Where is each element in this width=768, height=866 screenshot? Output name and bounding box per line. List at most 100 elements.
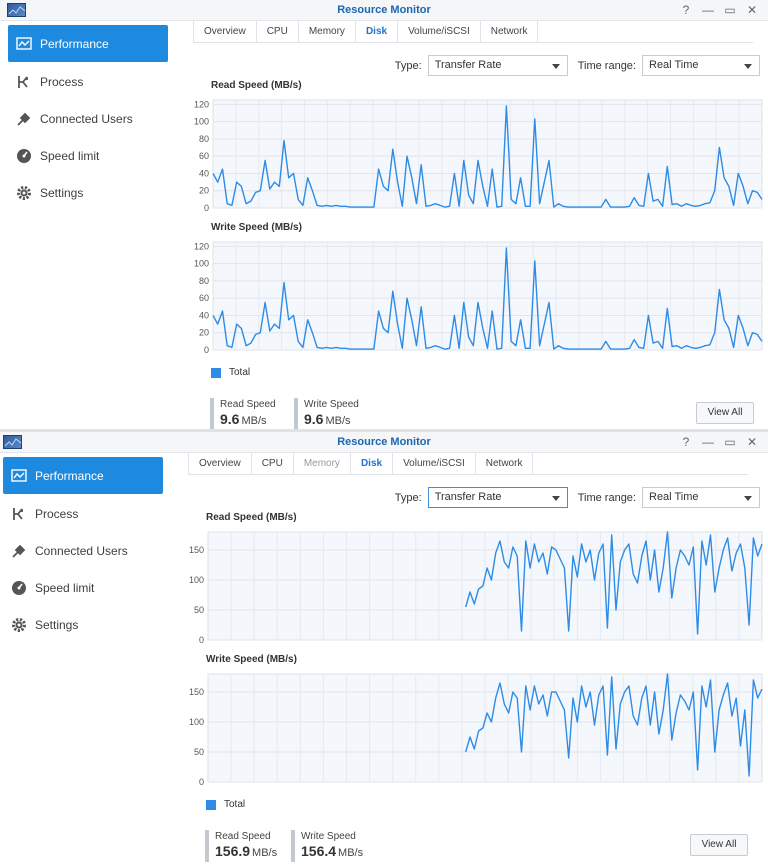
sidebar-item-speed-limit[interactable]: Speed limit [3,569,163,606]
chevron-down-icon [744,64,752,69]
tab-network[interactable]: Network [481,21,539,43]
time-range-label: Time range: [577,59,636,72]
y-tick-label: 60 [199,151,209,161]
y-tick-label: 0 [204,345,209,355]
tab-network[interactable]: Network [476,453,534,475]
sidebar-item-label: Speed limit [40,148,100,163]
read-speed-value: 9.6 [220,411,240,427]
write-speed-value: 156.4 [301,843,337,859]
resource-monitor-window: Resource Monitor ? — ▭ ✕ Performance Pro… [0,0,768,430]
chevron-down-icon [551,496,560,501]
read-speed-chart: 0 20 40 60 80 100 120 [194,99,763,213]
type-label: Type: [394,491,422,504]
y-tick-label: 100 [194,117,209,127]
view-all-button[interactable]: View All [690,834,748,856]
type-select[interactable]: Transfer Rate [427,55,568,76]
legend-label: Total [224,799,246,810]
view-all-button[interactable]: View All [696,402,754,424]
y-tick-label: 50 [194,605,204,615]
y-tick-label: 40 [199,310,209,320]
filter-bar: Type: Transfer Rate Time range: Real Tim… [395,487,760,508]
y-tick-label: 150 [189,545,204,555]
minimize-icon[interactable]: — [702,435,714,449]
close-icon[interactable]: ✕ [746,435,758,449]
tab-disk[interactable]: Disk [356,21,399,43]
y-tick-label: 0 [199,635,204,645]
connected-users-icon [16,111,32,127]
close-icon[interactable]: ✕ [746,3,758,17]
sidebar-item-speed-limit[interactable]: Speed limit [8,137,168,174]
read-speed-chart-title: Read Speed (MB/s) [211,80,302,91]
main-content: Overview CPU Memory Disk Volume/iSCSI Ne… [180,453,768,866]
tab-memory[interactable]: Memory [299,21,356,43]
speed-limit-icon [11,580,27,596]
sidebar-item-label: Speed limit [35,580,95,595]
minimize-icon[interactable]: — [702,3,714,17]
tab-memory[interactable]: Memory [294,453,351,475]
sidebar-item-connected-users[interactable]: Connected Users [8,100,168,137]
tab-cpu[interactable]: CPU [257,21,299,43]
tab-bar: Overview CPU Memory Disk Volume/iSCSI Ne… [188,453,748,475]
y-tick-label: 100 [194,259,209,269]
process-icon [16,74,32,90]
sidebar-item-connected-users[interactable]: Connected Users [3,532,163,569]
tab-cpu[interactable]: CPU [252,453,294,475]
type-select[interactable]: Transfer Rate [427,487,568,508]
tab-volume-iscsi[interactable]: Volume/iSCSI [398,21,481,43]
sidebar-item-performance[interactable]: Performance [3,457,163,494]
time-range-select[interactable]: Real Time [642,55,760,76]
write-speed-label: Write Speed [301,831,356,842]
title-bar: Resource Monitor ? — ▭ ✕ [0,0,768,21]
y-tick-label: 100 [189,575,204,585]
connected-users-icon [11,543,27,559]
read-speed-chart-title: Read Speed (MB/s) [206,512,297,523]
read-speed-stat: Read Speed 156.9 MB/s [205,830,277,862]
write-speed-chart-title: Write Speed (MB/s) [211,222,302,233]
window-title: Resource Monitor [337,4,431,16]
read-speed-label: Read Speed [220,399,276,410]
maximize-icon[interactable]: ▭ [724,435,736,449]
write-speed-chart: 0 20 40 60 80 100 120 [194,241,763,355]
y-tick-label: 0 [204,203,209,213]
sidebar-item-label: Settings [35,617,79,632]
y-tick-label: 100 [189,717,204,727]
tab-volume-iscsi[interactable]: Volume/iSCSI [393,453,476,475]
time-range-select[interactable]: Real Time [642,487,760,508]
tab-disk[interactable]: Disk [351,453,394,475]
y-tick-label: 120 [194,241,209,251]
write-speed-unit: MB/s [338,847,364,859]
read-speed-label: Read Speed [215,831,271,842]
y-tick-label: 40 [199,168,209,178]
read-speed-unit: MB/s [252,847,278,859]
maximize-icon[interactable]: ▭ [724,3,736,17]
legend-swatch [211,367,221,378]
write-speed-stat: Write Speed 156.4 MB/s [291,830,363,862]
legend-swatch [206,799,216,810]
sidebar-item-performance[interactable]: Performance [8,25,168,62]
app-icon [3,435,22,449]
window-divider [0,429,768,433]
legend-label: Total [229,367,251,378]
sidebar-item-settings[interactable]: Settings [8,174,168,211]
tab-overview[interactable]: Overview [188,453,252,475]
sidebar: Performance Process Connected Users Spee… [0,453,175,866]
help-icon[interactable]: ? [682,435,690,449]
write-speed-chart-title: Write Speed (MB/s) [206,654,297,665]
sidebar-item-settings[interactable]: Settings [3,606,163,643]
read-speed-chart: 0 50 100 150 [189,531,763,645]
tab-overview[interactable]: Overview [193,21,257,43]
help-icon[interactable]: ? [682,3,690,17]
sidebar-item-process[interactable]: Process [3,495,163,532]
write-speed-label: Write Speed [304,399,359,410]
type-select-value: Transfer Rate [434,59,502,71]
y-tick-label: 80 [199,276,209,286]
process-icon [11,506,27,522]
y-tick-label: 80 [199,134,209,144]
sidebar-item-process[interactable]: Process [8,63,168,100]
type-select-value: Transfer Rate [434,491,502,503]
read-speed-unit: MB/s [241,415,267,427]
sidebar-item-label: Settings [40,185,84,200]
sidebar-item-label: Connected Users [35,543,128,558]
time-range-label: Time range: [577,491,636,504]
performance-icon [16,36,32,52]
